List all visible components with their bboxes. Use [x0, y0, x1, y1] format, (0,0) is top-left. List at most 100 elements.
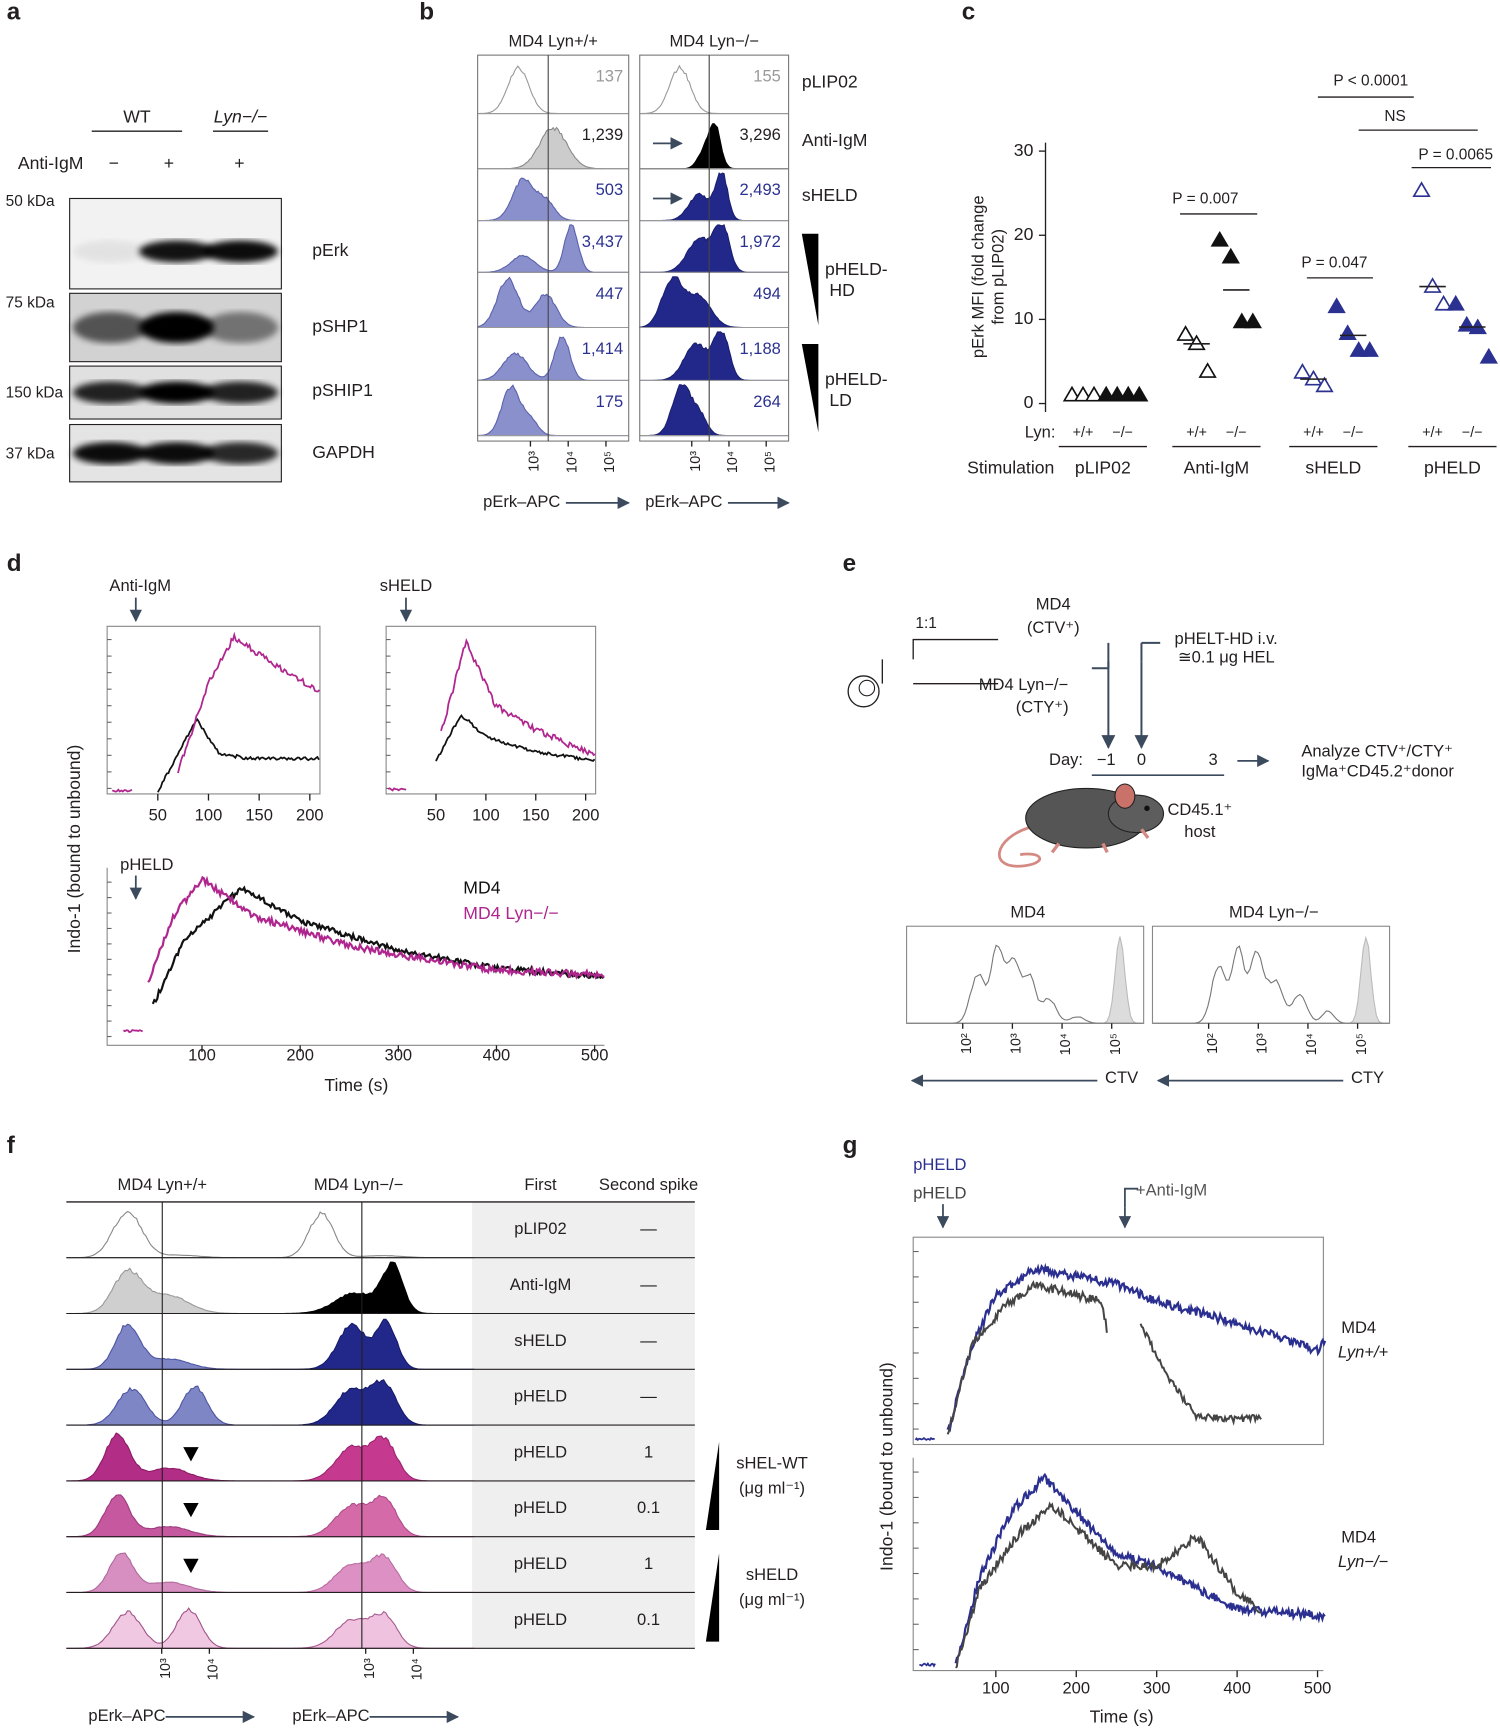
- panel-frame: [906, 925, 1145, 1024]
- panel-letter: b: [419, 0, 434, 26]
- x-tick-label: 10³: [362, 1658, 378, 1679]
- label: pHELD: [120, 855, 173, 874]
- mouse-tail: [997, 825, 1041, 868]
- point: [1062, 385, 1082, 402]
- label: WT: [123, 107, 151, 127]
- label: ≅0.1 μg HEL: [1178, 648, 1275, 667]
- label: 1: [644, 1442, 653, 1461]
- label: (μg ml⁻¹): [739, 1479, 805, 1498]
- y-tick-label: 30: [1014, 140, 1034, 160]
- label: −/−: [1462, 425, 1483, 441]
- plot-frame: [106, 625, 321, 795]
- point: [1412, 181, 1431, 197]
- x-tick-label: 10⁵: [1108, 1033, 1124, 1055]
- x-tick-label: 300: [1143, 1679, 1171, 1698]
- x-tick-label: 10⁴: [1058, 1033, 1074, 1055]
- label: sHELD: [514, 1331, 566, 1350]
- annotation: P = 0.047: [1301, 255, 1367, 272]
- x-tick-label: 10³: [688, 451, 704, 472]
- label: host: [1184, 822, 1216, 841]
- y-tick-label: 10: [1014, 308, 1034, 328]
- trace: [435, 714, 596, 762]
- spike-marker: [183, 1558, 199, 1574]
- x-tick-label: 500: [1304, 1679, 1332, 1698]
- annotation: P = 0.0065: [1418, 147, 1493, 164]
- label: pErk–APC: [483, 492, 560, 511]
- mouse-eye: [1144, 805, 1150, 812]
- label: MD4 Lyn+/+: [508, 31, 597, 50]
- label: 1,972: [740, 232, 781, 251]
- label: pSHP1: [312, 316, 368, 336]
- label: +: [234, 153, 244, 173]
- label: 3: [1209, 750, 1218, 769]
- x-tick-label: 150: [245, 805, 273, 824]
- band: [139, 381, 215, 404]
- label: 75 kDa: [6, 294, 55, 311]
- label: MD4 Lyn−/−: [1229, 902, 1318, 921]
- label: +/+: [1422, 425, 1443, 441]
- x-tick-label: 400: [1223, 1679, 1251, 1698]
- label: pHELT-HD i.v.: [1175, 629, 1278, 648]
- trace: [151, 885, 605, 1005]
- stimulus-bracket: [1124, 1187, 1139, 1208]
- label: pErk–APC: [292, 1706, 369, 1725]
- label: pLIP02: [514, 1219, 566, 1238]
- label: pHELD: [514, 1387, 567, 1406]
- y-tick-label: 20: [1014, 224, 1034, 244]
- y-axis-label: pErk MFI (fold change: [969, 195, 988, 358]
- band: [139, 442, 215, 465]
- trace: [946, 1279, 1108, 1435]
- label: 50 kDa: [6, 193, 55, 210]
- band: [72, 442, 148, 465]
- trace: [946, 1262, 1327, 1433]
- y-axis-label: Indo-1 (bound to unbound): [876, 1362, 896, 1571]
- point: [1210, 230, 1229, 247]
- label: pErk–APC: [645, 492, 722, 511]
- band: [203, 240, 279, 263]
- x-tick-label: 10⁴: [564, 451, 580, 473]
- x-tick-label: 100: [195, 805, 223, 824]
- gradient-wedge: [705, 1553, 720, 1642]
- x-tick-label: 10³: [527, 451, 543, 472]
- label: Lyn−/−: [214, 107, 268, 127]
- point: [1119, 385, 1138, 402]
- point: [1423, 277, 1442, 293]
- x-tick-label: 50: [149, 805, 167, 824]
- label: 494: [753, 284, 781, 303]
- label: Second spike: [599, 1175, 698, 1194]
- band: [203, 381, 279, 404]
- label: −: [109, 153, 119, 173]
- point: [1243, 312, 1262, 329]
- x-tick-label: 200: [296, 805, 324, 824]
- x-tick-label: 10⁵: [1354, 1033, 1370, 1055]
- point: [1097, 385, 1116, 402]
- point: [1187, 334, 1206, 351]
- trace: [1139, 1323, 1262, 1426]
- label: 137: [596, 67, 624, 86]
- label: sHELD: [802, 185, 858, 205]
- y-axis-label: Indo-1 (bound to unbound): [64, 745, 84, 954]
- label: pErk: [312, 240, 348, 260]
- label: —: [640, 1219, 657, 1238]
- label: pLIP02: [802, 71, 858, 91]
- label: Anti-IgM: [510, 1275, 572, 1294]
- label: —: [640, 1331, 657, 1350]
- timeline-bracket: [1140, 641, 1161, 662]
- y-axis-label: from pLIP02): [989, 229, 1008, 325]
- plot-frame: [106, 867, 605, 1046]
- band: [72, 381, 148, 404]
- panel-letter: a: [7, 0, 21, 26]
- label: MD4 Lyn−/−: [314, 1175, 403, 1194]
- label: 264: [753, 392, 781, 411]
- x-tick-label: 200: [286, 1046, 314, 1065]
- label: HD: [829, 280, 854, 300]
- label: sHELD: [746, 1565, 798, 1584]
- label: sHEL-WT: [736, 1453, 808, 1472]
- label: pLIP02: [1075, 457, 1131, 477]
- point: [1198, 362, 1217, 378]
- band: [139, 312, 215, 343]
- x-tick-label: 10⁴: [725, 451, 741, 473]
- label: 150 kDa: [6, 385, 64, 402]
- label: pHELD: [514, 1442, 567, 1461]
- label: CTV: [1105, 1068, 1138, 1087]
